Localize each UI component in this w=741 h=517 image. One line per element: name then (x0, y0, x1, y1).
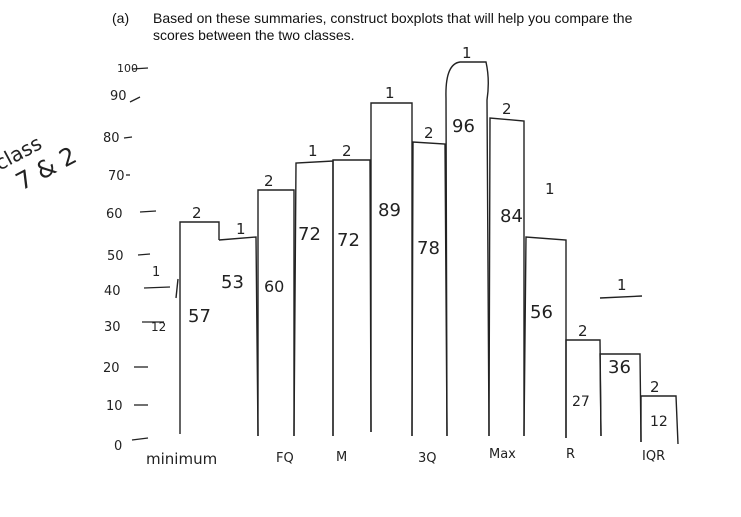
bar-c-value: 60 (264, 277, 284, 296)
bar-i-count: 2 (502, 100, 512, 118)
axis-labels: 0 10 20 30 12 40 50 60 70 80 90 100 (103, 62, 166, 454)
bar-a-count: 2 (192, 204, 202, 222)
tick-label-100: 100 (117, 62, 138, 75)
floating-one: 1 (617, 276, 627, 294)
bars (175, 61, 679, 445)
tick-label-90: 90 (110, 89, 127, 104)
bar-a-value: 57 (188, 306, 211, 327)
bar-m (640, 395, 679, 445)
axis-ticks (123, 67, 171, 441)
question-text: Based on these summaries, construct boxp… (153, 10, 693, 44)
bar-j-value: 56 (530, 302, 553, 323)
bar-g-count: 2 (424, 124, 434, 142)
question-line-2: scores between the two classes. (153, 27, 355, 43)
bar-c-count: 2 (264, 172, 274, 190)
tick-label-30: 30 (104, 320, 121, 335)
tick-label-10: 10 (106, 399, 123, 414)
bar-b-value: 53 (221, 272, 244, 293)
bar-h (445, 61, 490, 437)
bar-e (332, 159, 372, 436)
axis-count-label: 1 (152, 265, 160, 280)
bar-f (370, 102, 413, 436)
bar-j-count: 1 (545, 180, 555, 198)
bar-e-count: 2 (342, 142, 352, 160)
bar-j (523, 236, 567, 438)
tick-label-80: 80 (103, 131, 120, 146)
bar-h-count: 1 (462, 44, 472, 62)
label-iqr: IQR (642, 449, 665, 464)
bar-value-labels: 57 53 60 72 72 89 78 96 84 56 27 36 12 (188, 116, 668, 430)
tick-label-50: 50 (107, 249, 124, 264)
bar-m-count: 2 (650, 378, 660, 396)
bar-k-value: 27 (572, 394, 590, 410)
question-line-1: Based on these summaries, construct boxp… (153, 10, 633, 26)
bar-g (411, 141, 448, 437)
bar-l-value: 36 (608, 357, 631, 378)
bar-k (565, 339, 602, 438)
label-median: M (336, 450, 347, 465)
bar-a-side-stroke (175, 278, 179, 299)
bar-a (179, 221, 220, 434)
bar-d (293, 160, 334, 437)
bar-k-count: 2 (578, 322, 588, 340)
bar-f-count: 1 (385, 84, 395, 102)
bar-g-value: 78 (417, 238, 440, 259)
margin-note: class 7 & 2 (0, 131, 81, 196)
tick-label-60: 60 (106, 207, 123, 222)
label-minimum: minimum (146, 450, 217, 468)
question-part-label: (a) (112, 10, 130, 26)
bar-b (218, 236, 259, 437)
label-range: R (566, 447, 575, 462)
bar-m-value: 12 (650, 414, 668, 430)
tick-label-70: 70 (108, 169, 125, 184)
tick-annotation-30: 12 (151, 320, 166, 334)
bottom-labels: minimum FQ M 3Q Max R IQR (146, 447, 665, 468)
tick-label-20: 20 (103, 361, 120, 376)
bar-count-labels: 2 1 2 1 2 1 2 1 2 1 2 1 2 (192, 44, 660, 396)
floating-line (599, 295, 643, 299)
label-3q: 3Q (418, 451, 437, 466)
label-max: Max (489, 447, 516, 462)
bar-h-value: 96 (452, 116, 475, 137)
tick-label-0: 0 (114, 439, 122, 454)
bar-i-value: 84 (500, 206, 523, 227)
bar-b-count: 1 (236, 220, 246, 238)
tick-label-40: 40 (104, 284, 121, 299)
bar-d-value: 72 (298, 224, 321, 245)
bar-c (257, 189, 295, 436)
bar-f-value: 89 (378, 200, 401, 221)
bar-i (488, 117, 525, 437)
bar-d-count: 1 (308, 142, 318, 160)
bar-e-value: 72 (337, 230, 360, 251)
label-fq: FQ (276, 451, 294, 466)
